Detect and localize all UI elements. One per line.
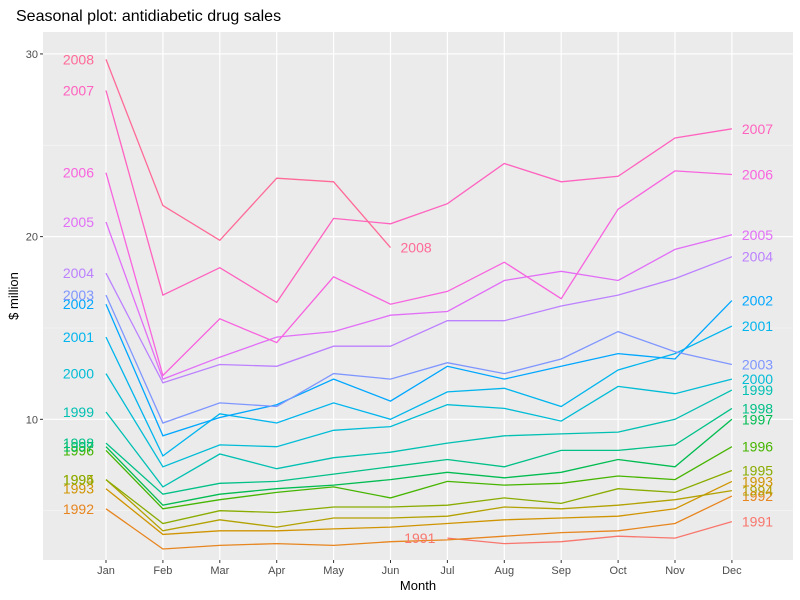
series-label-start-1999: 1999: [63, 404, 94, 420]
series-line-1993: [105, 480, 733, 536]
series-label-start-1991: 1991: [404, 530, 435, 546]
series-line-2007: [105, 90, 733, 304]
x-axis-ticks: Jan Feb Mar Apr May Jun Jul Aug Sep Oct Nov Dec: [97, 560, 742, 577]
chart-title: Seasonal plot: antidiabetic drug sales: [16, 8, 281, 25]
series-line-2004: [105, 256, 733, 384]
series-line-1996: [105, 446, 733, 510]
series-line-1999: [105, 389, 733, 488]
series-label-start-1995: 1995: [63, 472, 94, 488]
series-label-start-2005: 2005: [63, 214, 94, 230]
series-label-end-2006: 2006: [742, 167, 773, 183]
series-label-start-2007: 2007: [63, 82, 94, 98]
series-lines: [105, 59, 733, 550]
x-tick-label: Jan: [97, 565, 115, 577]
series-line-1995: [105, 469, 733, 525]
series-label-end-2002: 2002: [742, 293, 773, 309]
y-axis-ticks: 10 20 30: [26, 49, 43, 426]
series-label-start-1998: 1998: [63, 435, 94, 451]
grid: [43, 32, 793, 560]
x-tick-label: Dec: [722, 565, 742, 577]
x-tick-label: Oct: [610, 565, 627, 577]
series-label-start-1994: 1994: [63, 472, 94, 488]
series-label-start-2001: 2001: [63, 329, 94, 345]
x-tick-label: May: [323, 565, 344, 577]
x-tick-label: Mar: [210, 565, 229, 577]
series-label-start-1997: 1997: [63, 439, 94, 455]
series-label-start-2008: 2008: [63, 51, 94, 67]
series-line-2006: [105, 170, 732, 377]
x-tick-label: Sep: [551, 565, 571, 577]
series-label-start-2002: 2002: [63, 296, 94, 312]
series-label-end-2000: 2000: [742, 371, 773, 387]
y-tick-label: 30: [26, 49, 38, 61]
series-label-end-2003: 2003: [742, 357, 773, 373]
series-line-2005: [105, 221, 733, 380]
x-tick-label: Jul: [440, 565, 454, 577]
series-label-end-2004: 2004: [742, 249, 773, 265]
x-tick-label: Apr: [268, 565, 285, 577]
series-line-1992: [105, 495, 733, 550]
series-label-start-2006: 2006: [63, 165, 94, 181]
series-label-end-2001: 2001: [742, 318, 773, 334]
series-line-2003: [105, 294, 733, 424]
series-label-end-1992: 1992: [742, 488, 773, 504]
series-label-start-2000: 2000: [63, 366, 94, 382]
series-label-start-1996: 1996: [63, 442, 94, 458]
series-line-1997: [105, 418, 733, 506]
series-label-end-1997: 1997: [742, 411, 773, 427]
series-line-2008: [105, 59, 391, 249]
series-label-start-2004: 2004: [63, 265, 94, 281]
series-label-end-1994: 1994: [742, 483, 773, 499]
series-line-1991: [447, 520, 733, 545]
x-tick-label: Aug: [495, 565, 515, 577]
series-label-end-2008: 2008: [401, 240, 432, 256]
y-tick-label: 20: [26, 232, 38, 244]
series-line-2002: [105, 300, 733, 437]
series-label-end-1993: 1993: [742, 473, 773, 489]
series-label-end-1998: 1998: [742, 400, 773, 416]
series-label-start-2003: 2003: [63, 287, 94, 303]
series-line-1994: [105, 479, 733, 532]
x-tick-label: Nov: [665, 565, 685, 577]
series-label-end-1995: 1995: [742, 462, 773, 478]
series-label-end-1991: 1991: [742, 514, 773, 530]
series-label-start-1992: 1992: [63, 501, 94, 517]
series-label-end-2007: 2007: [742, 121, 773, 137]
series-label-end-1999: 1999: [742, 382, 773, 398]
series-line-2000: [105, 373, 733, 468]
plot-panel: [43, 32, 793, 560]
series-label-start-1993: 1993: [63, 481, 94, 497]
x-axis-label: Month: [400, 578, 436, 593]
x-tick-label: Jun: [382, 565, 400, 577]
x-tick-label: Feb: [153, 565, 172, 577]
series-label-end-2005: 2005: [742, 227, 773, 243]
y-tick-label: 10: [26, 414, 38, 426]
series-line-1998: [105, 407, 733, 495]
series-label-end-1996: 1996: [742, 439, 773, 455]
y-axis-label: $ million: [6, 272, 21, 320]
